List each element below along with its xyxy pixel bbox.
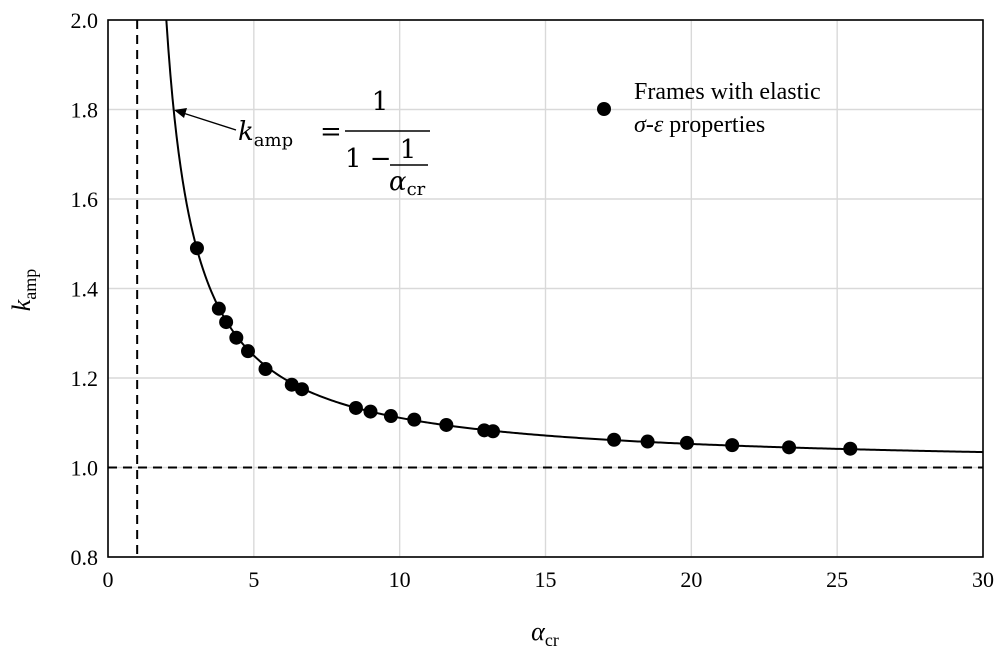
y-axis-title: kamp xyxy=(7,269,40,312)
grid-layer xyxy=(107,19,984,558)
legend: Frames with elastic σ-ε properties xyxy=(597,79,821,138)
data-point xyxy=(843,441,858,456)
formula-lhs-main: k xyxy=(238,117,254,147)
legend-marker xyxy=(597,102,611,116)
data-point xyxy=(189,241,204,256)
x-tick-label: 30 xyxy=(972,567,994,592)
data-point xyxy=(407,412,422,427)
formula-inner-denominator: αcr xyxy=(389,167,426,200)
x-tick-label: 10 xyxy=(389,567,411,592)
formula-alpha-sub: cr xyxy=(407,179,426,200)
y-axis-title-main: k xyxy=(7,299,36,311)
data-point xyxy=(725,438,740,453)
data-point xyxy=(439,417,454,432)
y-tick-label: 0.8 xyxy=(71,545,99,570)
x-tick-label: 15 xyxy=(535,567,557,592)
x-axis-title: αcr xyxy=(531,617,559,650)
legend-properties: properties xyxy=(663,112,765,138)
y-tick-label: 1.4 xyxy=(71,277,99,302)
x-axis-title-sub: cr xyxy=(545,630,559,650)
formula-lhs: kamp xyxy=(238,117,293,151)
legend-text-line2: σ-ε properties xyxy=(634,112,765,138)
data-point xyxy=(241,344,255,359)
reference-line-layer xyxy=(108,20,983,557)
y-tick-label: 2.0 xyxy=(71,8,99,33)
y-axis-title-sub: amp xyxy=(20,269,40,300)
data-point xyxy=(211,301,226,316)
x-tick-label: 20 xyxy=(680,567,702,592)
data-point xyxy=(486,424,500,439)
formula-numerator: 1 xyxy=(372,87,389,117)
formula-equals: = xyxy=(320,117,342,147)
data-point xyxy=(229,330,244,345)
curve-annotation: kamp = 1 1 − 1 αcr xyxy=(174,87,430,200)
y-tick-label: 1.8 xyxy=(71,98,99,123)
formula-denominator-one: 1 − xyxy=(345,144,392,174)
plot-area-frame xyxy=(107,19,984,558)
tick-label-layer: 0 5 10 15 20 25 30 0.8 1.0 1.2 1.4 1.6 1.8 2.0 xyxy=(71,8,995,592)
annotation-arrowhead xyxy=(174,108,187,118)
formula-inner-numerator: 1 xyxy=(400,135,417,165)
data-point-layer xyxy=(189,241,858,456)
formula-alpha: α xyxy=(389,167,407,197)
data-point xyxy=(679,435,694,450)
y-tick-label: 1.2 xyxy=(71,366,99,391)
x-tick-label: 5 xyxy=(248,567,259,592)
data-point xyxy=(219,315,234,330)
y-tick-label: 1.0 xyxy=(71,456,99,481)
data-point xyxy=(363,404,378,419)
x-tick-label: 25 xyxy=(826,567,848,592)
data-point xyxy=(348,400,363,415)
legend-sigma-epsilon: σ-ε xyxy=(634,112,664,138)
data-point xyxy=(782,440,797,455)
data-point xyxy=(383,409,398,424)
data-point xyxy=(640,434,655,449)
annotation-arrow-line xyxy=(182,112,237,131)
legend-text-line1: Frames with elastic xyxy=(634,79,821,105)
data-point xyxy=(294,382,309,397)
formula-lhs-sub: amp xyxy=(254,130,293,151)
data-point xyxy=(607,432,622,447)
x-tick-label: 0 xyxy=(103,567,114,592)
y-tick-label: 1.6 xyxy=(71,187,99,212)
x-axis-title-main: α xyxy=(531,617,546,646)
data-point xyxy=(258,362,273,377)
